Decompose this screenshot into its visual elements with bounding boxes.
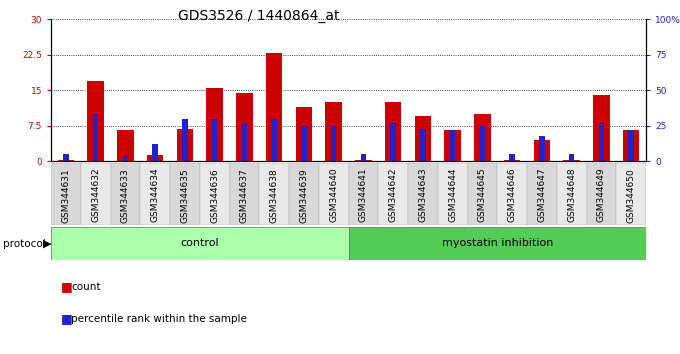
Text: GSM344634: GSM344634 [151,168,160,222]
Bar [497,163,527,225]
Bar [207,88,223,161]
Bar [266,52,282,161]
Text: GSM344641: GSM344641 [359,168,368,222]
Bar [539,136,545,161]
Text: GSM344648: GSM344648 [567,168,576,222]
Text: ▶: ▶ [43,239,52,249]
Bar [569,154,575,161]
Bar [170,163,200,225]
Bar [445,130,461,161]
Text: GSM344631: GSM344631 [61,168,70,223]
Text: ■: ■ [61,312,73,325]
Text: GSM344638: GSM344638 [270,168,279,223]
Bar [616,163,646,225]
Bar [58,160,74,161]
Bar [230,163,259,225]
Bar [504,160,520,161]
Bar [385,102,401,161]
Bar [271,119,277,161]
Bar [81,163,110,225]
Bar [63,154,69,161]
Bar [378,163,408,225]
Bar [479,126,485,161]
Text: count: count [71,282,101,292]
Bar [474,114,490,161]
Bar [420,129,426,161]
Bar [110,163,140,225]
Text: GSM344646: GSM344646 [508,168,517,222]
Text: control: control [180,238,219,249]
Bar [509,154,515,161]
Bar [259,163,289,225]
Bar [326,102,342,161]
Text: GSM344649: GSM344649 [597,168,606,222]
Text: GSM344632: GSM344632 [91,168,100,222]
Bar [236,93,252,161]
Text: GSM344639: GSM344639 [299,168,308,223]
Bar [51,163,81,225]
Bar [331,126,337,161]
Bar [564,160,580,161]
Text: ■: ■ [61,280,73,293]
Bar [468,163,497,225]
Bar [289,163,319,225]
Bar [348,163,378,225]
Text: GSM344650: GSM344650 [627,168,636,223]
Text: percentile rank within the sample: percentile rank within the sample [71,314,248,324]
Bar [623,130,639,161]
Bar [598,123,604,161]
Bar [241,123,247,161]
Text: GSM344647: GSM344647 [537,168,546,222]
Bar [415,116,431,161]
Bar [212,119,218,161]
Bar [93,114,99,161]
Bar [360,154,366,161]
Bar [122,155,128,161]
Text: GSM344637: GSM344637 [240,168,249,223]
Bar [408,163,438,225]
Text: myostatin inhibition: myostatin inhibition [441,238,553,249]
Text: GDS3526 / 1440864_at: GDS3526 / 1440864_at [177,9,339,23]
Bar [593,95,609,161]
Bar [200,163,230,225]
Bar [390,123,396,161]
Bar [152,144,158,161]
Bar [450,130,456,161]
Text: protocol: protocol [3,239,46,249]
Bar [51,227,348,259]
Bar [182,119,188,161]
Bar [557,163,586,225]
Text: GSM344635: GSM344635 [180,168,189,223]
Text: GSM344640: GSM344640 [329,168,338,222]
Bar [147,155,163,161]
Text: GSM344645: GSM344645 [478,168,487,222]
Bar [296,107,312,161]
Bar [319,163,348,225]
Bar [88,81,104,161]
Bar [301,126,307,161]
Bar [527,163,557,225]
Bar [348,227,646,259]
Text: GSM344644: GSM344644 [448,168,457,222]
Text: GSM344642: GSM344642 [389,168,398,222]
Text: GSM344643: GSM344643 [418,168,427,222]
Bar [438,163,468,225]
Text: GSM344636: GSM344636 [210,168,219,223]
Bar [117,130,133,161]
Bar [628,130,634,161]
Bar [140,163,170,225]
Bar [534,140,550,161]
Text: GSM344633: GSM344633 [121,168,130,223]
Bar [177,129,193,161]
Bar [355,160,371,161]
Bar [586,163,616,225]
